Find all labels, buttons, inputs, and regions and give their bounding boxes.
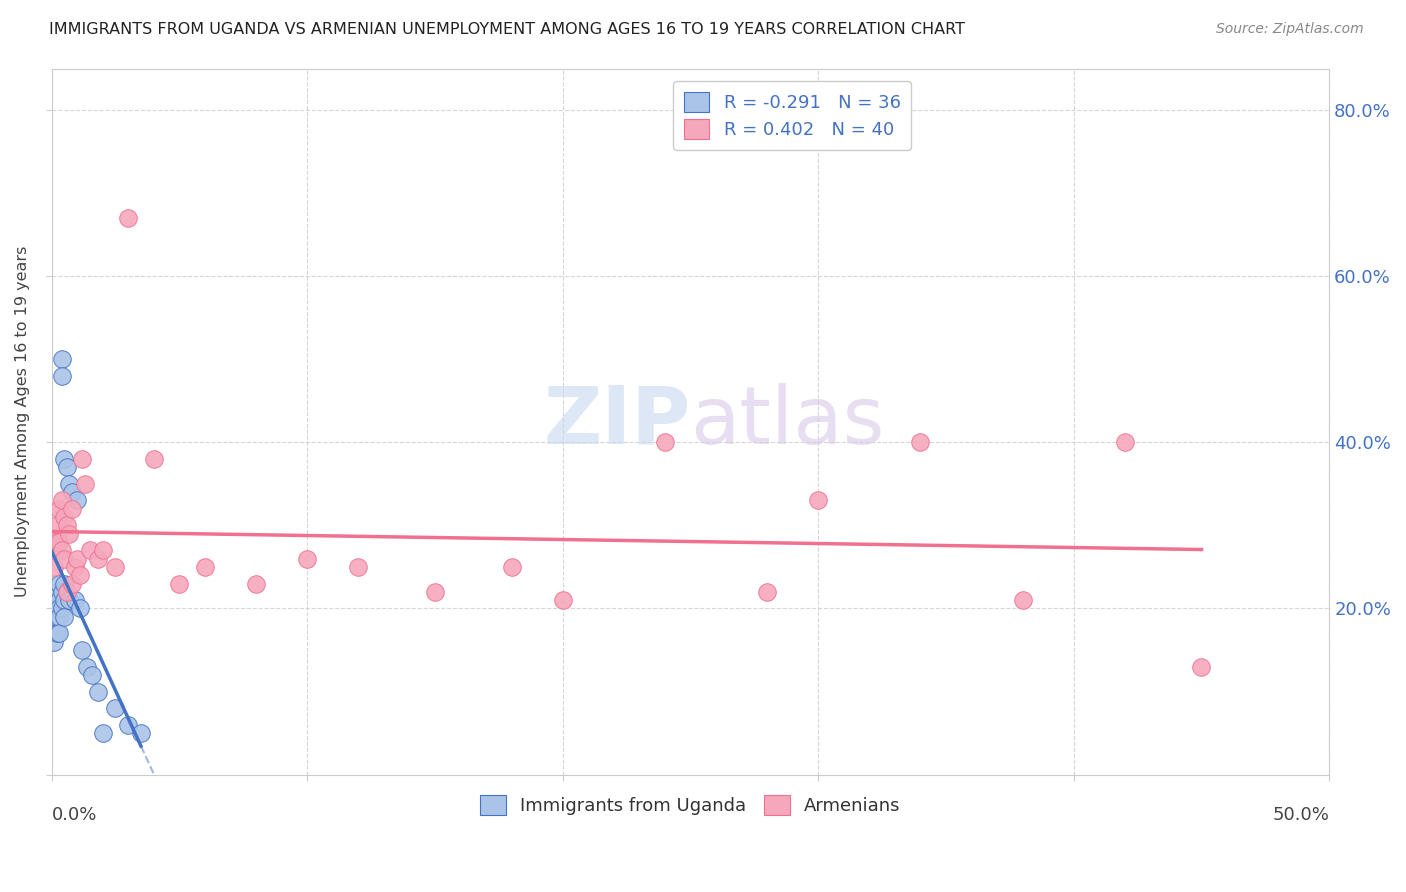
Point <box>69 601 91 615</box>
Point <box>654 435 676 450</box>
Point <box>129 726 152 740</box>
Point <box>66 551 89 566</box>
Point <box>51 368 73 383</box>
Point <box>45 601 67 615</box>
Point <box>423 584 446 599</box>
Point <box>51 543 73 558</box>
Point <box>58 526 80 541</box>
Point <box>82 668 104 682</box>
Point <box>56 584 79 599</box>
Legend: Immigrants from Uganda, Armenians: Immigrants from Uganda, Armenians <box>472 788 908 822</box>
Point <box>69 568 91 582</box>
Point <box>48 609 70 624</box>
Text: atlas: atlas <box>690 383 884 460</box>
Point <box>1011 593 1033 607</box>
Text: IMMIGRANTS FROM UGANDA VS ARMENIAN UNEMPLOYMENT AMONG AGES 16 TO 19 YEARS CORREL: IMMIGRANTS FROM UGANDA VS ARMENIAN UNEMP… <box>49 22 965 37</box>
Point <box>53 593 76 607</box>
Point <box>48 535 70 549</box>
Point <box>104 560 127 574</box>
Point <box>60 501 83 516</box>
Point <box>194 560 217 574</box>
Point <box>1114 435 1136 450</box>
Point <box>53 451 76 466</box>
Point <box>45 535 67 549</box>
Point <box>60 576 83 591</box>
Point <box>117 211 139 225</box>
Point <box>76 659 98 673</box>
Point <box>756 584 779 599</box>
Point <box>48 601 70 615</box>
Point <box>53 576 76 591</box>
Point <box>45 626 67 640</box>
Point <box>1191 659 1213 673</box>
Point <box>53 510 76 524</box>
Point <box>91 543 114 558</box>
Point <box>42 601 65 615</box>
Point <box>86 551 108 566</box>
Point <box>53 551 76 566</box>
Point <box>169 576 191 591</box>
Text: 0.0%: 0.0% <box>52 806 97 824</box>
Point <box>66 493 89 508</box>
Point <box>245 576 267 591</box>
Y-axis label: Unemployment Among Ages 16 to 19 years: Unemployment Among Ages 16 to 19 years <box>15 246 30 598</box>
Point <box>70 643 93 657</box>
Point <box>117 717 139 731</box>
Point <box>347 560 370 574</box>
Point <box>45 609 67 624</box>
Point <box>51 601 73 615</box>
Point <box>56 518 79 533</box>
Point <box>60 485 83 500</box>
Point <box>58 593 80 607</box>
Text: 50.0%: 50.0% <box>1272 806 1329 824</box>
Point <box>48 593 70 607</box>
Point <box>42 560 65 574</box>
Point <box>551 593 574 607</box>
Point <box>70 451 93 466</box>
Point <box>86 684 108 698</box>
Point <box>42 634 65 648</box>
Point <box>42 618 65 632</box>
Point <box>807 493 830 508</box>
Point <box>910 435 932 450</box>
Point <box>51 493 73 508</box>
Point <box>73 476 96 491</box>
Point <box>58 476 80 491</box>
Point <box>51 584 73 599</box>
Point <box>53 609 76 624</box>
Point <box>295 551 318 566</box>
Point <box>45 584 67 599</box>
Text: ZIP: ZIP <box>543 383 690 460</box>
Point <box>48 626 70 640</box>
Point <box>51 352 73 367</box>
Point <box>91 726 114 740</box>
Text: Source: ZipAtlas.com: Source: ZipAtlas.com <box>1216 22 1364 37</box>
Point <box>63 560 86 574</box>
Point <box>501 560 523 574</box>
Point <box>48 576 70 591</box>
Point <box>45 518 67 533</box>
Point <box>56 584 79 599</box>
Point <box>79 543 101 558</box>
Point <box>104 701 127 715</box>
Point <box>63 593 86 607</box>
Point <box>142 451 165 466</box>
Point <box>56 460 79 475</box>
Point <box>48 501 70 516</box>
